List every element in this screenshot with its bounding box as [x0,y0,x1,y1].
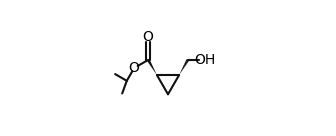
Text: O: O [128,61,139,75]
Text: OH: OH [195,53,216,67]
Polygon shape [147,59,157,75]
Text: O: O [143,30,154,44]
